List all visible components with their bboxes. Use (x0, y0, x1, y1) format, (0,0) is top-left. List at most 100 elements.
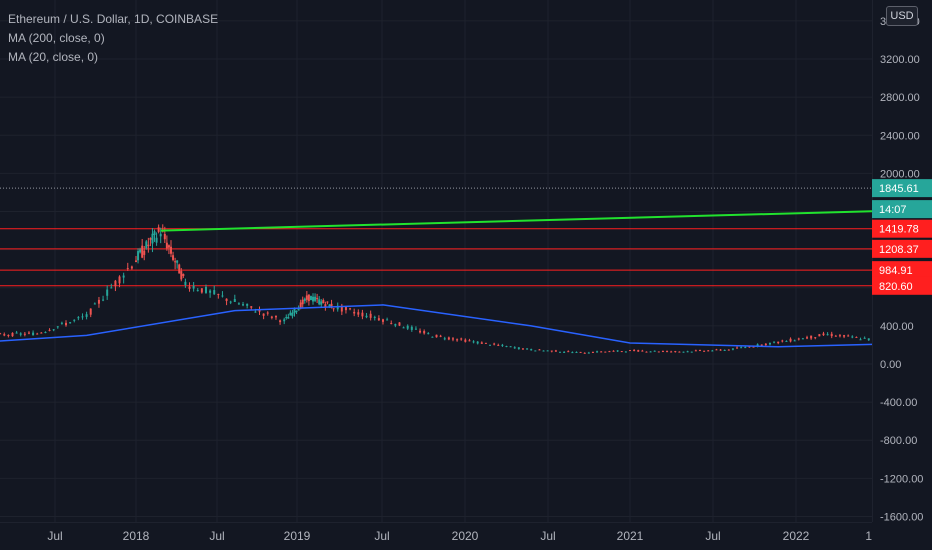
candle-body (305, 295, 308, 300)
candle-body (56, 326, 59, 328)
candle-body (402, 327, 405, 329)
candle-body (575, 351, 578, 353)
candle-body (546, 350, 549, 352)
candle-body (314, 296, 317, 301)
candle-body (93, 303, 96, 305)
candle-body (196, 290, 199, 292)
candle-body (11, 332, 14, 337)
candle-body (472, 341, 475, 343)
candle-body (748, 346, 751, 348)
candle-body (600, 351, 603, 353)
candle-body (182, 274, 185, 277)
candle-body (818, 334, 821, 337)
candle-body (204, 286, 207, 293)
candle-body (118, 276, 121, 284)
candle-body (509, 346, 512, 348)
candle-body (32, 332, 35, 336)
currency-button[interactable]: USD (886, 6, 918, 26)
candle-body (299, 302, 302, 309)
candle-body (563, 351, 566, 353)
candle-body (36, 333, 39, 335)
candle-body (406, 325, 409, 329)
price-tag-background (872, 276, 932, 295)
ma200-legend[interactable]: MA (200, close, 0) (8, 31, 105, 45)
candle-body (250, 306, 253, 308)
candle-body (373, 316, 376, 318)
candle-body (579, 351, 582, 353)
candle-body (23, 333, 26, 335)
price-tick-label: 2000.00 (880, 168, 920, 180)
level-tag-1: 1419.78 (872, 219, 932, 238)
candle-body (554, 350, 557, 352)
candle-body (489, 344, 492, 346)
candle-body (694, 350, 697, 352)
candle-body (137, 251, 140, 261)
candle-body (65, 322, 68, 326)
price-tick-label: -1600.00 (880, 511, 923, 522)
candle-body (410, 326, 413, 330)
candle-body (192, 285, 195, 289)
time-tick-label: 13 (865, 529, 872, 543)
candle-body (530, 349, 533, 351)
candle-body (126, 268, 129, 270)
last-price-tag: 1845.61 (872, 179, 932, 198)
candle-body (501, 344, 504, 346)
candle-body (328, 304, 331, 308)
candle-body (830, 333, 833, 337)
candle-body (135, 260, 137, 263)
candle-body (291, 312, 294, 317)
candle-body (217, 293, 220, 295)
candle-body (550, 350, 553, 352)
candle-body (542, 350, 545, 352)
candle-body (497, 344, 500, 346)
candle-body (731, 348, 734, 350)
candle-body (77, 317, 80, 319)
candle-body (682, 351, 685, 353)
candle-body (274, 315, 277, 318)
candle-body (468, 340, 471, 342)
chart-plot-area[interactable] (0, 0, 872, 522)
candle-body (52, 329, 55, 331)
candle-body (320, 301, 323, 305)
price-tick-label: 2800.00 (880, 92, 920, 104)
candle-body (624, 351, 627, 353)
price-tag-background (872, 179, 932, 198)
candle-body (806, 337, 809, 339)
candle-body (386, 319, 389, 321)
candle-body (608, 351, 611, 353)
price-tag-background (872, 261, 932, 280)
price-tick-label: -1200.00 (880, 473, 923, 485)
time-axis[interactable]: Jul 2018 Jul 2019 Jul 2020 Jul 2021 Jul 2022 13 (0, 522, 872, 550)
candle-body (740, 347, 743, 349)
candle-body (666, 350, 669, 352)
candle-body (526, 348, 529, 350)
candle-body (157, 227, 160, 232)
candle-body (698, 350, 701, 352)
candle-body (521, 348, 524, 350)
candle-body (184, 281, 187, 286)
candle-body (460, 338, 463, 340)
candle-body (855, 336, 858, 338)
candle-body (287, 317, 290, 319)
ma20-legend[interactable]: MA (20, close, 0) (8, 50, 99, 64)
candle-body (48, 329, 51, 331)
candle-body (285, 317, 288, 319)
candle-body (369, 313, 372, 318)
candle-body (172, 255, 175, 260)
candle-body (225, 298, 228, 302)
candle-body (744, 347, 747, 349)
candle-body (44, 331, 47, 333)
trend-line-resistance[interactable] (160, 210, 872, 232)
candle-body (155, 237, 158, 243)
price-tag-text: 1845.61 (879, 183, 919, 195)
candle-body (559, 351, 562, 353)
price-axis[interactable]: 3600.003200.002800.002400.002000.001600.… (872, 0, 932, 522)
symbol-title[interactable]: Ethereum / U.S. Dollar, 1D, COINBASE (8, 12, 219, 26)
candle-body (19, 333, 22, 335)
candle-body (711, 350, 714, 352)
time-tick-label: 2020 (452, 529, 479, 543)
candle-body (645, 351, 648, 353)
candle-body (777, 341, 780, 344)
candle-body (301, 299, 304, 305)
candle-body (859, 339, 862, 341)
